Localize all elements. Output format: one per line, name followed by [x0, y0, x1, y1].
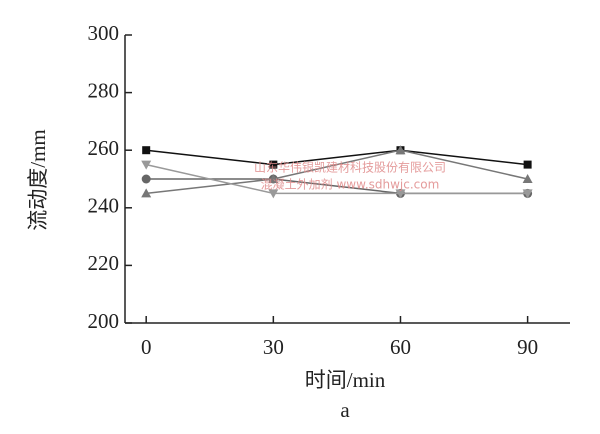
marker [141, 174, 151, 184]
marker [268, 174, 279, 183]
line [146, 149, 528, 195]
marker [141, 160, 152, 170]
y-axis-label: 流动度/mm [26, 129, 50, 231]
marker [395, 145, 406, 155]
y-tick-label: 260 [88, 136, 120, 160]
marker [141, 188, 152, 198]
x-tick-label: 30 [263, 335, 284, 359]
marker [269, 160, 278, 169]
watermark: 混凝土外加剂 www.sdhwjc.com [261, 177, 440, 192]
y-tick-label: 300 [88, 21, 120, 45]
marker [395, 189, 406, 199]
line [146, 163, 528, 195]
x-tick-label: 60 [390, 335, 411, 359]
y-tick-label: 240 [88, 194, 120, 218]
x-tick-label: 0 [141, 335, 152, 359]
x-tick-label: 90 [517, 335, 538, 359]
line [146, 149, 528, 166]
x-axis-label: 时间/min [305, 368, 386, 392]
watermark: 山东华伟银凯建材科技股份有限公司 [254, 161, 446, 175]
marker [522, 189, 533, 199]
subtitle: a [340, 398, 350, 422]
marker [268, 189, 279, 199]
marker [142, 146, 151, 155]
marker [522, 174, 533, 183]
y-tick-label: 200 [88, 309, 120, 333]
y-tick-label: 220 [88, 251, 120, 275]
marker [523, 160, 532, 169]
y-tick-label: 280 [88, 78, 120, 102]
